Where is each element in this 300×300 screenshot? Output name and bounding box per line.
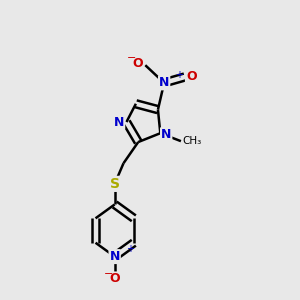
- Text: −: −: [127, 53, 136, 63]
- Text: +: +: [175, 70, 183, 80]
- Text: N: N: [114, 116, 124, 128]
- Text: O: O: [110, 272, 120, 286]
- Text: CH₃: CH₃: [182, 136, 202, 146]
- Text: O: O: [133, 57, 143, 70]
- Text: +: +: [126, 244, 134, 254]
- Text: −: −: [103, 269, 113, 280]
- Text: S: S: [110, 177, 120, 191]
- Text: O: O: [186, 70, 196, 83]
- Text: N: N: [161, 128, 171, 141]
- Text: N: N: [159, 76, 169, 89]
- Text: N: N: [110, 250, 120, 263]
